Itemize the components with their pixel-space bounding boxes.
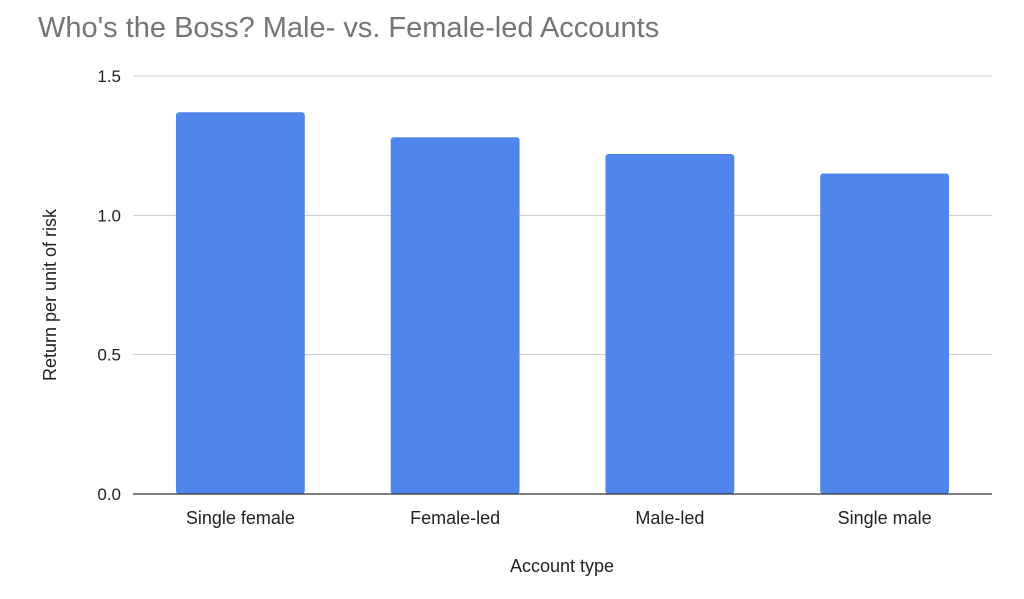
y-tick-label: 0.5 xyxy=(97,346,121,365)
chart-title: Who's the Boss? Male- vs. Female-led Acc… xyxy=(38,12,659,44)
bars xyxy=(175,112,950,495)
x-tick-label: Male-led xyxy=(635,508,704,528)
x-tick-label: Single male xyxy=(838,508,932,528)
bar-female-led xyxy=(390,137,520,494)
x-tick-label: Female-led xyxy=(410,508,500,528)
bar-male-led xyxy=(605,154,735,494)
y-tick-label: 0.0 xyxy=(97,485,121,504)
x-tick-label: Single female xyxy=(186,508,295,528)
x-tick-labels: Single female Female-led Male-led Single ma… xyxy=(186,508,932,528)
bar-single-female xyxy=(175,112,305,494)
y-tick-label: 1.5 xyxy=(97,67,121,86)
y-tick-label: 1.0 xyxy=(97,206,121,225)
x-axis-label: Account type xyxy=(510,556,614,576)
y-tick-labels: 0.0 0.5 1.0 1.5 xyxy=(97,67,121,504)
bar-single-male xyxy=(820,173,950,495)
y-axis-label: Return per unit of risk xyxy=(40,208,60,381)
